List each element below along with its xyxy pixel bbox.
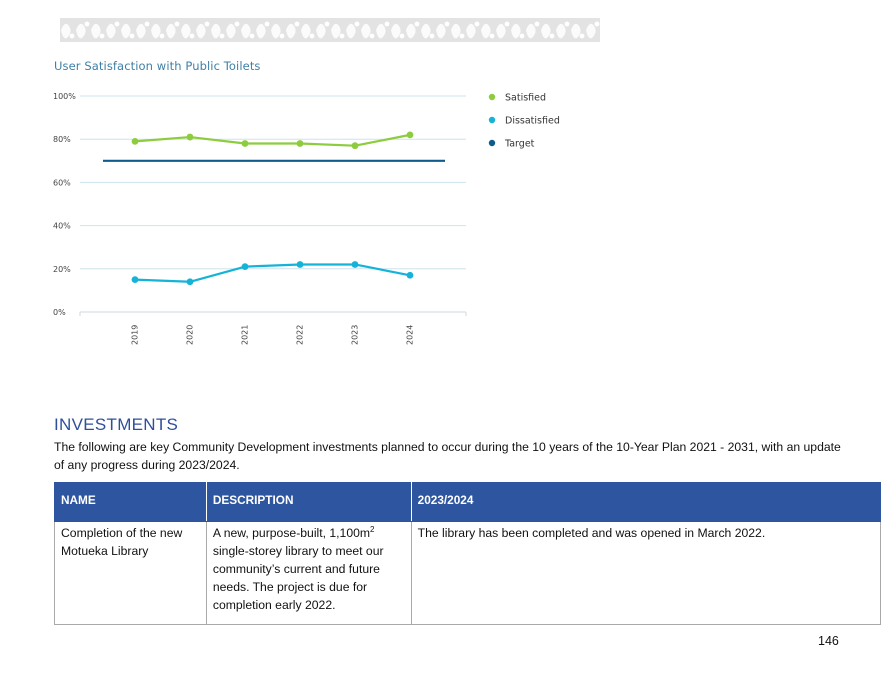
y-tick-label: 100%: [53, 92, 76, 101]
investments-heading: INVESTMENTS: [54, 415, 179, 434]
column-header-name: NAME: [54, 482, 207, 522]
satisfied-data-point: [241, 140, 249, 147]
y-tick-label: 0%: [53, 308, 66, 317]
description-text-rest: single-storey library to meet our commun…: [212, 544, 384, 612]
satisfied-data-point: [186, 133, 194, 141]
x-tick-label: 2021: [241, 325, 250, 345]
y-tick-label: 20%: [53, 265, 71, 274]
investments-table: NAME DESCRIPTION 2023/2024 Completion of…: [54, 482, 882, 625]
x-tick-label: 2023: [351, 325, 360, 345]
dissatisfied-data-point: [241, 263, 249, 271]
table-header-row: NAME DESCRIPTION 2023/2024: [54, 482, 882, 522]
page-number: 146: [818, 634, 839, 648]
dissatisfied-data-point: [296, 261, 304, 268]
x-tick-label: 2024: [406, 325, 415, 345]
dissatisfied-data-point: [131, 276, 139, 283]
column-header-description: DESCRIPTION: [205, 482, 412, 522]
legend-label-dissatisfied: Dissatisfied: [505, 116, 560, 127]
legend-label-satisfied: Satisfied: [505, 93, 546, 104]
description-text: A new, purpose-built, 1,100m: [212, 526, 371, 540]
x-tick-label: 2019: [131, 325, 140, 345]
chart-title: User Satisfaction with Public Toilets: [54, 59, 261, 73]
satisfied-series-line: [134, 133, 411, 147]
dissatisfied-data-point: [351, 261, 359, 268]
satisfied-data-point: [351, 142, 359, 150]
legend-label-target: Target: [504, 139, 535, 150]
satisfied-data-point: [406, 131, 414, 139]
dissatisfied-data-point: [406, 271, 414, 279]
project-name-cell: Completion of the new Motueka Library: [54, 521, 207, 625]
table-row: Completion of the new Motueka Library A …: [54, 521, 882, 625]
dissatisfied-data-point: [186, 278, 194, 286]
investments-intro: The following are key Community Developm…: [54, 440, 841, 472]
decorative-pattern-banner: [60, 18, 600, 42]
satisfied-data-point: [296, 140, 304, 147]
y-tick-label: 80%: [53, 135, 71, 144]
legend-marker-satisfied: [488, 93, 496, 101]
y-tick-label: 60%: [53, 178, 71, 187]
y-tick-label: 40%: [53, 222, 71, 231]
legend-marker-dissatisfied: [488, 116, 496, 124]
x-tick-label: 2020: [186, 325, 195, 345]
x-tick-label: 2022: [296, 325, 305, 345]
legend-marker-target: [488, 139, 496, 147]
project-description-cell: A new, purpose-built, 1,100m2 single-sto…: [205, 521, 412, 625]
satisfied-data-point: [131, 137, 139, 145]
column-header-progress: 2023/2024: [410, 482, 882, 522]
dissatisfied-series-line: [134, 263, 411, 283]
project-progress-cell: The library has been completed and was o…: [410, 521, 882, 625]
superscript-two: 2: [370, 524, 375, 534]
satisfaction-line-chart: 0% 20% 40% 60% 80% 100% 2019 2020 2021 2022 2023 20…: [53, 92, 560, 345]
